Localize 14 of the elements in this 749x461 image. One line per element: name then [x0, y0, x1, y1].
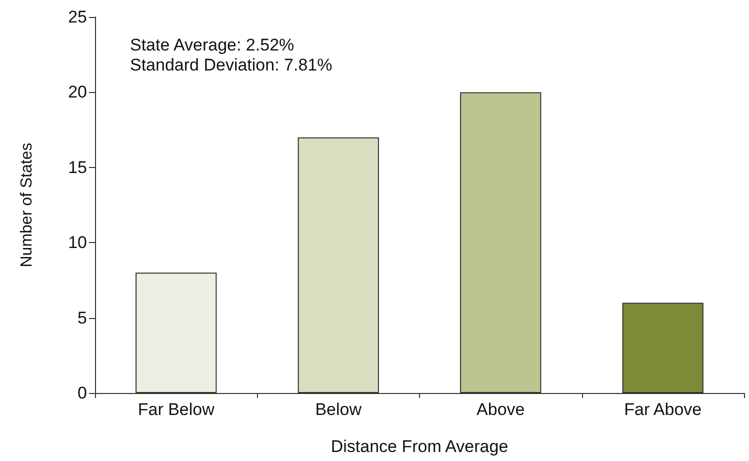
y-tick-label: 5: [78, 308, 87, 328]
x-tick-label: Below: [315, 400, 362, 419]
y-tick-label: 0: [78, 384, 87, 402]
x-tick-label: Far Below: [138, 400, 216, 419]
annotation: Standard Deviation: 7.81%: [130, 56, 332, 74]
annotation: State Average: 2.52%: [130, 36, 294, 54]
y-tick-label: 15: [68, 158, 87, 177]
y-tick-label: 25: [68, 8, 87, 26]
y-tick-label: 10: [68, 233, 87, 252]
y-axis-title: Number of States: [18, 142, 36, 268]
x-tick-label: Above: [476, 400, 525, 419]
x-tick-label: Far Above: [624, 400, 702, 419]
x-axis-title: Distance From Average: [330, 437, 508, 456]
y-tick-label: 20: [68, 82, 87, 102]
